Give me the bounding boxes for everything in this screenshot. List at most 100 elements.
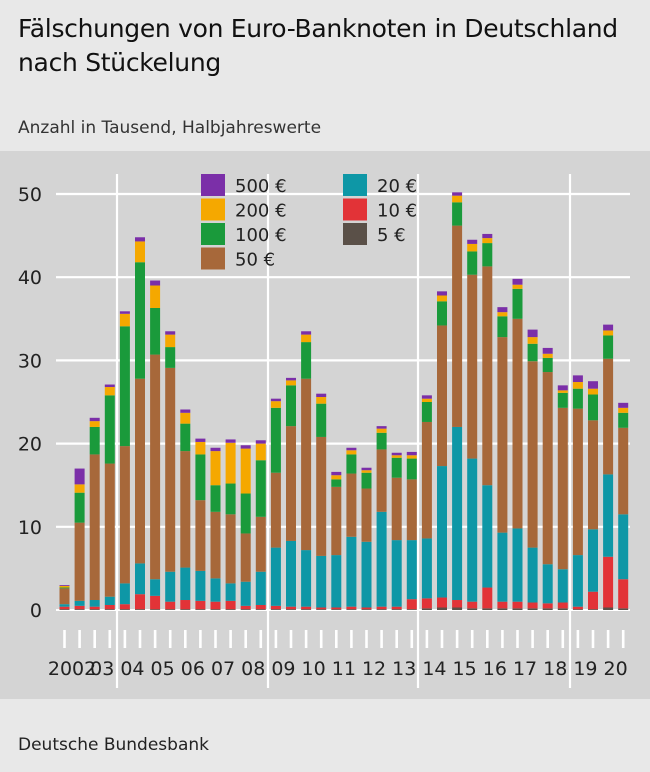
bar-segment	[135, 262, 145, 379]
bar-segment	[316, 609, 327, 610]
bar-segment	[135, 563, 145, 595]
x-tick-label: 18	[543, 658, 567, 680]
bar-segment	[452, 202, 463, 226]
bar-segment	[618, 608, 629, 610]
bar-segment	[482, 608, 493, 610]
bar-segment	[59, 604, 70, 607]
x-tick-label: 03	[90, 658, 114, 680]
bar-segment	[482, 485, 493, 588]
bar-segment	[59, 606, 70, 610]
bar-segment	[346, 609, 357, 610]
bar-segment	[240, 493, 251, 534]
x-tick-label: 14	[422, 658, 446, 680]
bar-segment	[74, 522, 85, 601]
bar-segment	[104, 463, 115, 597]
bar-segment	[301, 331, 312, 335]
bar-segment	[195, 500, 206, 571]
bar-segment	[527, 329, 538, 338]
bar-segment	[331, 479, 342, 487]
bar-segment	[452, 607, 463, 610]
bar-segment	[542, 372, 553, 565]
bar-segment	[225, 583, 236, 601]
bar-segment	[527, 608, 538, 610]
bar-segment	[301, 342, 312, 379]
bar-segment	[452, 225, 463, 427]
bar-segment	[240, 609, 251, 610]
bar-segment	[270, 472, 281, 548]
bar-segment	[270, 398, 281, 402]
bar-segment	[572, 606, 583, 610]
bar-segment	[316, 555, 327, 608]
x-tick-label: 07	[211, 658, 235, 680]
bar-segment	[255, 460, 266, 517]
bar-segment	[270, 401, 281, 408]
bar-segment	[437, 597, 447, 608]
bar-segment	[165, 334, 176, 348]
bar-segment	[497, 312, 508, 317]
bar-segment	[467, 243, 478, 252]
bar-segment	[225, 514, 236, 584]
bar-segment	[391, 477, 402, 541]
x-tick-label: 04	[120, 658, 144, 680]
bar-segment	[150, 595, 161, 610]
bar-segment	[421, 395, 432, 399]
bar-segment	[210, 609, 221, 610]
bar-segment	[240, 605, 251, 610]
bar-segment	[572, 375, 583, 383]
bar-segment	[467, 274, 478, 459]
bar-segment	[391, 540, 402, 607]
bar-segment	[376, 432, 387, 450]
bar-segment	[135, 378, 145, 564]
bar-segment	[391, 452, 402, 456]
bar-segment	[406, 599, 417, 610]
y-tick-label: 0	[30, 600, 42, 622]
bar-segment	[361, 470, 372, 473]
bar-segment	[603, 607, 614, 610]
legend-label: 200 €	[235, 201, 287, 222]
bar-segment	[180, 609, 191, 610]
bar-segment	[150, 609, 161, 610]
bar-segment	[270, 547, 281, 606]
legend-label: 100 €	[235, 225, 287, 246]
bar-segment	[74, 605, 85, 610]
bar-segment	[255, 516, 266, 572]
x-tick-label: 16	[483, 658, 507, 680]
bar-segment	[301, 606, 312, 610]
bar-segment	[482, 587, 493, 609]
bar-segment	[346, 447, 357, 451]
y-tick-label: 10	[18, 517, 42, 539]
bar-segment	[180, 451, 191, 568]
bar-segment	[497, 608, 508, 610]
legend-swatch	[343, 174, 367, 196]
x-tick-label: 06	[181, 658, 205, 680]
bar-segment	[180, 412, 191, 424]
bar-segment	[89, 421, 100, 427]
x-tick-label: 10	[302, 658, 326, 680]
bar-segment	[59, 609, 70, 610]
bar-segment	[572, 609, 583, 610]
bar-segment	[572, 555, 583, 607]
x-tick-label: 13	[392, 658, 416, 680]
bar-segment	[89, 454, 100, 601]
bar-segment	[588, 420, 598, 530]
bar-segment	[59, 585, 70, 588]
bar-segment	[286, 380, 296, 386]
bar-segment	[119, 326, 130, 447]
bar-segment	[497, 337, 508, 533]
bar-segment	[437, 295, 447, 302]
bar-segment	[74, 484, 85, 493]
bar-segment	[452, 600, 463, 608]
x-tick-label: 08	[241, 658, 265, 680]
bar-segment	[572, 382, 583, 389]
bar-segment	[527, 547, 538, 603]
bar-segment	[603, 335, 614, 359]
bar-segment	[210, 601, 221, 610]
bar-segment	[376, 609, 387, 610]
bar-segment	[255, 440, 266, 444]
bar-segment	[316, 403, 327, 437]
bar-segment	[150, 307, 161, 355]
bar-segment	[391, 455, 402, 458]
bar-segment	[89, 600, 100, 607]
bar-segment	[346, 450, 357, 455]
bar-segment	[74, 468, 85, 485]
